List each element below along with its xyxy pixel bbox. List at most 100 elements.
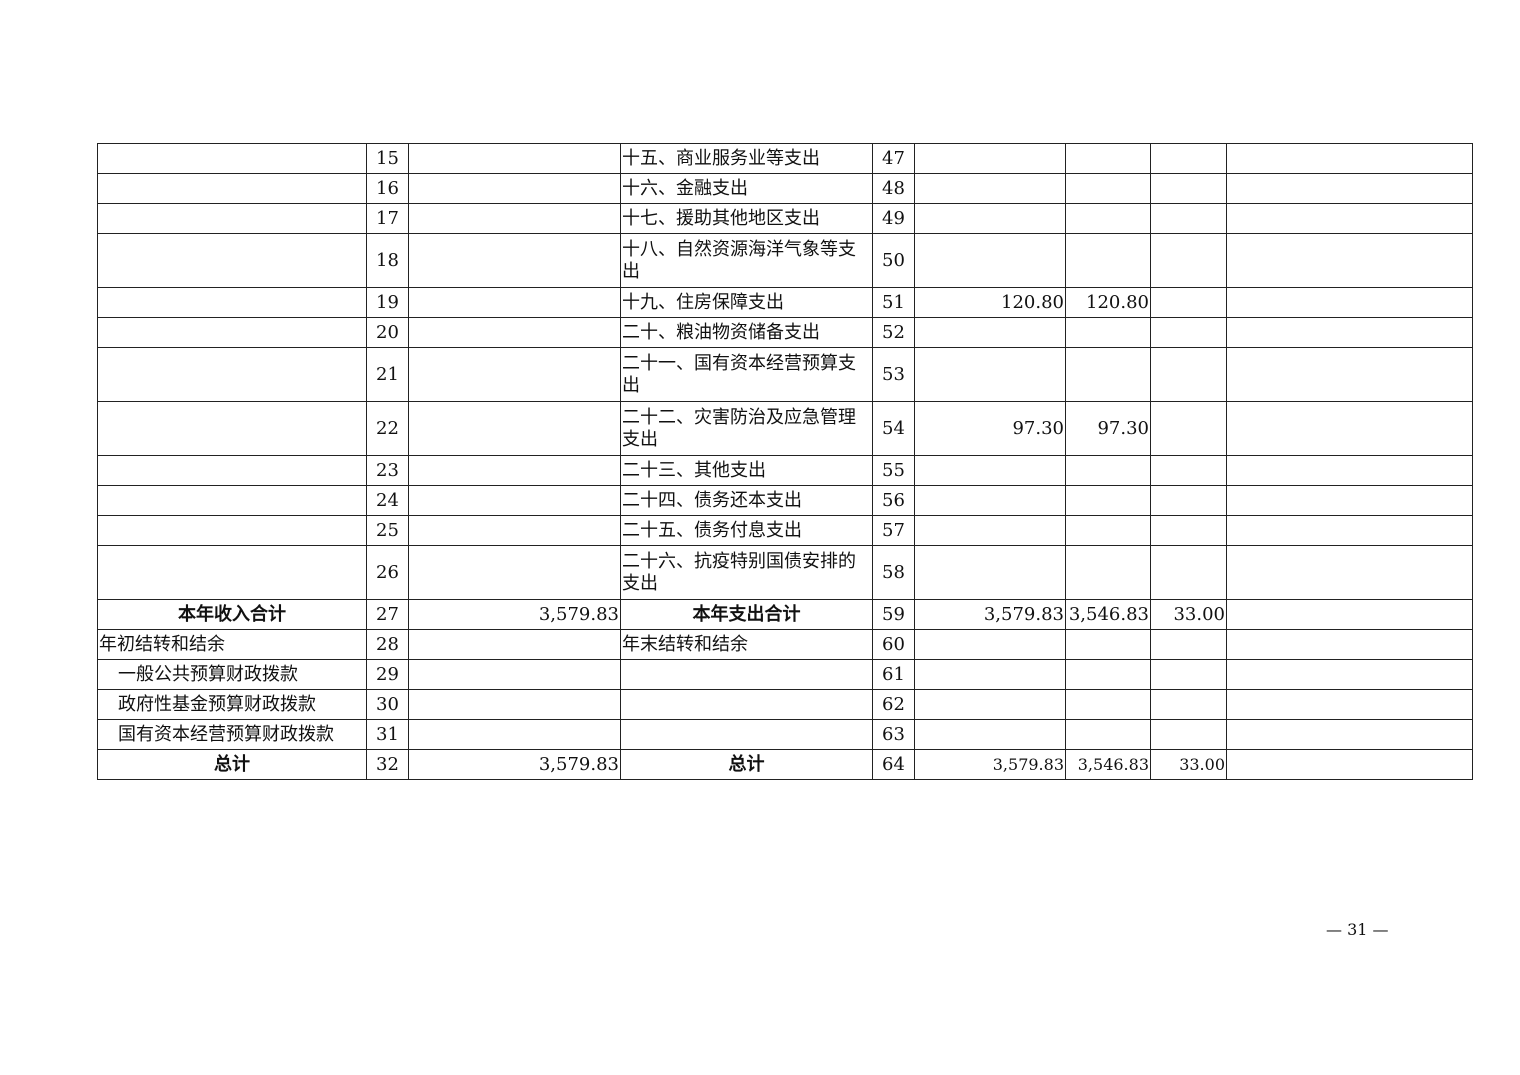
expense-project [1150, 143, 1227, 174]
income-amount: 3,579.83 [408, 749, 621, 780]
income-row-number: 31 [366, 719, 409, 750]
expense-row-number: 49 [872, 203, 915, 234]
expense-label-cell [620, 689, 873, 720]
expense-basic: 3,546.83 [1065, 749, 1151, 780]
expense-other [1226, 719, 1473, 750]
income-row-number: 19 [366, 287, 409, 318]
table-row: 18 十八、自然资源海洋气象等支出 50 [97, 233, 1473, 288]
income-row-number: 29 [366, 659, 409, 690]
income-label-cell [97, 173, 367, 204]
expense-total [914, 689, 1066, 720]
expense-row-number: 48 [872, 173, 915, 204]
expense-basic [1065, 629, 1151, 660]
expense-basic [1065, 689, 1151, 720]
expense-other [1226, 347, 1473, 402]
expense-project [1150, 203, 1227, 234]
income-amount [408, 317, 621, 348]
expense-total [914, 347, 1066, 402]
income-label-cell [97, 287, 367, 318]
income-amount [408, 545, 621, 600]
table-row: 20 二十、粮油物资储备支出 52 [97, 317, 1473, 348]
income-amount [408, 287, 621, 318]
expense-project [1150, 659, 1227, 690]
income-row-number: 30 [366, 689, 409, 720]
income-row-number: 16 [366, 173, 409, 204]
income-label-cell [97, 401, 367, 456]
expense-label-cell: 十六、金融支出 [620, 173, 873, 204]
income-label-cell: 总计 [97, 749, 367, 780]
income-label-cell [97, 485, 367, 516]
expense-label-cell: 二十六、抗疫特别国债安排的支出 [620, 545, 873, 600]
income-label-cell [97, 545, 367, 600]
expense-other [1226, 401, 1473, 456]
income-amount [408, 629, 621, 660]
expense-basic: 120.80 [1065, 287, 1151, 318]
expense-total: 120.80 [914, 287, 1066, 318]
expense-basic [1065, 719, 1151, 750]
expense-basic: 3,546.83 [1065, 599, 1151, 630]
expense-basic [1065, 143, 1151, 174]
expense-other [1226, 599, 1473, 630]
expense-row-number: 58 [872, 545, 915, 600]
expense-label-cell [620, 659, 873, 690]
expense-project [1150, 719, 1227, 750]
expense-label-cell: 年末结转和结余 [620, 629, 873, 660]
income-row-number: 24 [366, 485, 409, 516]
table-row: 16 十六、金融支出 48 [97, 173, 1473, 204]
income-amount: 3,579.83 [408, 599, 621, 630]
expense-other [1226, 233, 1473, 288]
income-amount [408, 401, 621, 456]
income-label-cell: 本年收入合计 [97, 599, 367, 630]
expense-label-cell: 二十二、灾害防治及应急管理支出 [620, 401, 873, 456]
expense-basic [1065, 347, 1151, 402]
expense-basic [1065, 203, 1151, 234]
income-label-cell [97, 233, 367, 288]
income-row-number: 15 [366, 143, 409, 174]
expense-total [914, 629, 1066, 660]
income-amount [408, 719, 621, 750]
income-label-cell [97, 347, 367, 402]
expense-other [1226, 143, 1473, 174]
expense-other [1226, 689, 1473, 720]
expense-row-number: 57 [872, 515, 915, 546]
expense-label-cell [620, 719, 873, 750]
expense-basic: 97.30 [1065, 401, 1151, 456]
expense-row-number: 52 [872, 317, 915, 348]
expense-total [914, 455, 1066, 486]
expense-other [1226, 515, 1473, 546]
table-row: 22 二十二、灾害防治及应急管理支出 54 97.30 97.30 [97, 401, 1473, 456]
expense-other [1226, 749, 1473, 780]
income-row-number: 27 [366, 599, 409, 630]
expense-project [1150, 485, 1227, 516]
table-row: 本年收入合计 27 3,579.83 本年支出合计 59 3,579.83 3,546.83… [97, 599, 1473, 630]
expense-total [914, 233, 1066, 288]
expense-row-number: 59 [872, 599, 915, 630]
expense-total [914, 317, 1066, 348]
table-row: 25 二十五、债务付息支出 57 [97, 515, 1473, 546]
income-amount [408, 689, 621, 720]
expense-total [914, 143, 1066, 174]
income-row-number: 21 [366, 347, 409, 402]
expense-project [1150, 287, 1227, 318]
income-amount [408, 455, 621, 486]
expense-project [1150, 515, 1227, 546]
expense-project [1150, 347, 1227, 402]
table-row: 19 十九、住房保障支出 51 120.80 120.80 [97, 287, 1473, 318]
expense-project [1150, 629, 1227, 660]
income-label-cell [97, 317, 367, 348]
expense-project [1150, 689, 1227, 720]
expense-row-number: 47 [872, 143, 915, 174]
income-amount [408, 515, 621, 546]
income-amount [408, 347, 621, 402]
expense-row-number: 60 [872, 629, 915, 660]
expense-total [914, 203, 1066, 234]
income-label-cell [97, 203, 367, 234]
expense-row-number: 63 [872, 719, 915, 750]
income-row-number: 23 [366, 455, 409, 486]
income-amount [408, 203, 621, 234]
income-row-number: 20 [366, 317, 409, 348]
expense-row-number: 53 [872, 347, 915, 402]
table-row: 国有资本经营预算财政拨款 31 63 [97, 719, 1473, 750]
budget-table: 15 十五、商业服务业等支出 47 16 十六、金融支出 48 17 十七、援助其他地区支出 4… [97, 143, 1473, 780]
income-row-number: 26 [366, 545, 409, 600]
